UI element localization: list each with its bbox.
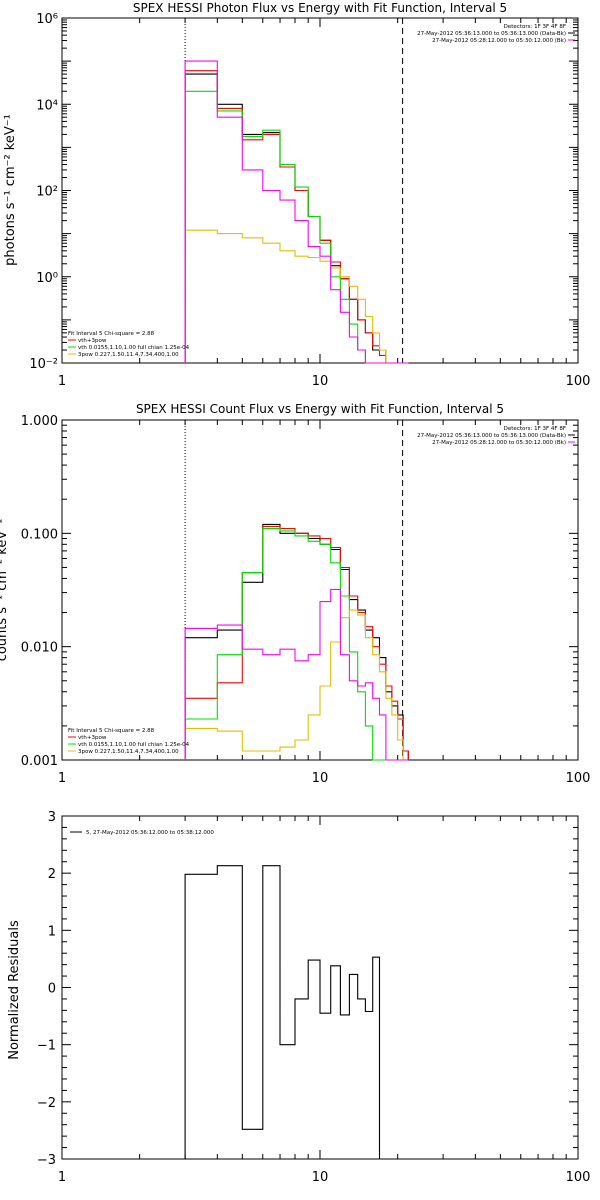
- x-tick-label: 1: [58, 374, 66, 389]
- axis-ticks: 1 10 100 −3 −2 −1 0 1 2 3: [37, 810, 591, 1185]
- legend-top-text: Detectors: 1F 3F 4F 8F: [504, 24, 566, 30]
- series-group: [184, 60, 409, 364]
- legend-bottom-text: 3pow 0.227,1.50,11.4,7.34,400,1.00: [78, 352, 179, 358]
- legend-top-text: 27-May-2012 05:36:13.000 to 05:36:13.000…: [417, 433, 566, 439]
- axis-ticks: 1 10 100 0.001 0.010 0.100 1.000: [21, 414, 591, 786]
- legend-top-text: 27-May-2012 05:28:12.000 to 05:30:12.000…: [432, 38, 566, 44]
- legend-bottom-text: 3pow 0.227,1.50,11.4,7.34,400,1.00: [78, 749, 179, 755]
- y-tick-label: 0: [48, 982, 56, 997]
- series-line-data: [184, 865, 381, 1159]
- y-tick-label: 1: [48, 924, 56, 939]
- legend-bottom-text: vth 0.0155,1.10,1.00 full chian 1.25e-04: [78, 345, 190, 351]
- y-tick-label: 10²: [36, 185, 58, 200]
- y-tick-label: 1.000: [21, 414, 58, 429]
- legend-bottom-text: Fit Interval 5 Chi-square = 2.88: [68, 728, 155, 734]
- y-tick-label: −2: [37, 1096, 56, 1111]
- y-tick-label: 10⁰: [36, 271, 58, 286]
- series-line-background: [184, 60, 409, 364]
- x-tick-label: 10: [312, 374, 329, 389]
- y-tick-label: 10⁴: [36, 98, 58, 113]
- y-tick-label: 3: [48, 810, 56, 825]
- series-line-background: [184, 588, 409, 761]
- x-tick-label: 1: [58, 1170, 66, 1185]
- y-tick-label: 10⁶: [36, 12, 58, 27]
- reference-lines: [184, 420, 404, 760]
- count-flux-panel: SPEX HESSI Count Flux vs Energy with Fit…: [0, 402, 590, 786]
- x-tick-label: 100: [566, 1170, 591, 1185]
- legend-top-text: 27-May-2012 05:36:13.000 to 05:36:13.000…: [417, 31, 566, 37]
- plot-frame: [61, 17, 579, 364]
- photon-flux-panel: SPEX HESSI Photon Flux vs Energy with Fi…: [3, 1, 590, 389]
- x-tick-label: 100: [566, 374, 591, 389]
- x-tick-label: 10: [312, 1170, 329, 1185]
- legend-bottom-text: Fit Interval 5 Chi-square = 2.88: [68, 331, 155, 337]
- x-tick-label: 100: [566, 771, 591, 786]
- y-tick-label: −1: [37, 1039, 56, 1054]
- chart-title: SPEX HESSI Photon Flux vs Energy with Fi…: [133, 1, 507, 15]
- y-tick-label: 0.010: [21, 641, 58, 656]
- series-line-data: [184, 523, 409, 760]
- y-tick-label: 10⁻²: [29, 357, 58, 372]
- legend-top-text: Detectors: 1F 3F 4F 8F: [504, 426, 566, 432]
- y-axis-label: Normalized Residuals: [7, 920, 22, 1060]
- y-axis-label: photons s⁻¹ cm⁻² keV⁻¹: [3, 114, 18, 266]
- series-line-powerlaw: [184, 229, 409, 364]
- series-line-total: [184, 70, 409, 364]
- legend-bottom-text: vth+3pow: [78, 735, 107, 741]
- legend-bottom: Fit Interval 5 Chi-square = 2.88vth+3pow…: [68, 331, 190, 358]
- y-tick-label: 0.100: [21, 527, 58, 542]
- legend-top-text: 5, 27-May-2012 05:36:12.000 to 05:38:12.…: [86, 830, 214, 836]
- series-line-thermal: [184, 528, 409, 761]
- legend-bottom-text: vth+3pow: [78, 338, 107, 344]
- y-tick-label: −3: [37, 1153, 56, 1168]
- legend-bottom-text: vth 0.0155,1.10,1.00 full chian 1.25e-04: [78, 742, 190, 748]
- y-tick-label: 0.001: [21, 754, 58, 769]
- residuals-panel: Normalized Residuals 1 10 100 −3 −2 −1 0 1 2 3 5,…: [7, 810, 590, 1185]
- series-line-powerlaw: [184, 609, 409, 761]
- series-line-total: [184, 525, 409, 760]
- chart-title: SPEX HESSI Count Flux vs Energy with Fit…: [136, 402, 504, 416]
- series-line-thermal: [184, 90, 409, 364]
- x-tick-label: 10: [312, 771, 329, 786]
- x-tick-label: 1: [58, 771, 66, 786]
- axis-ticks: 1 10 100 10⁻² 10⁰ 10² 10⁴ 10⁶: [29, 12, 590, 389]
- series-group: [184, 523, 409, 761]
- series-group: [184, 865, 381, 1159]
- legend-bottom: Fit Interval 5 Chi-square = 2.88vth+3pow…: [68, 728, 190, 755]
- legend-top-text: 27-May-2012 05:28:12.000 to 05:30:12.000…: [432, 440, 566, 446]
- y-axis-label: counts s⁻¹ cm⁻² keV⁻¹: [0, 519, 10, 662]
- legend-top: 5, 27-May-2012 05:36:12.000 to 05:38:12.…: [70, 830, 214, 836]
- y-tick-label: 2: [48, 867, 56, 882]
